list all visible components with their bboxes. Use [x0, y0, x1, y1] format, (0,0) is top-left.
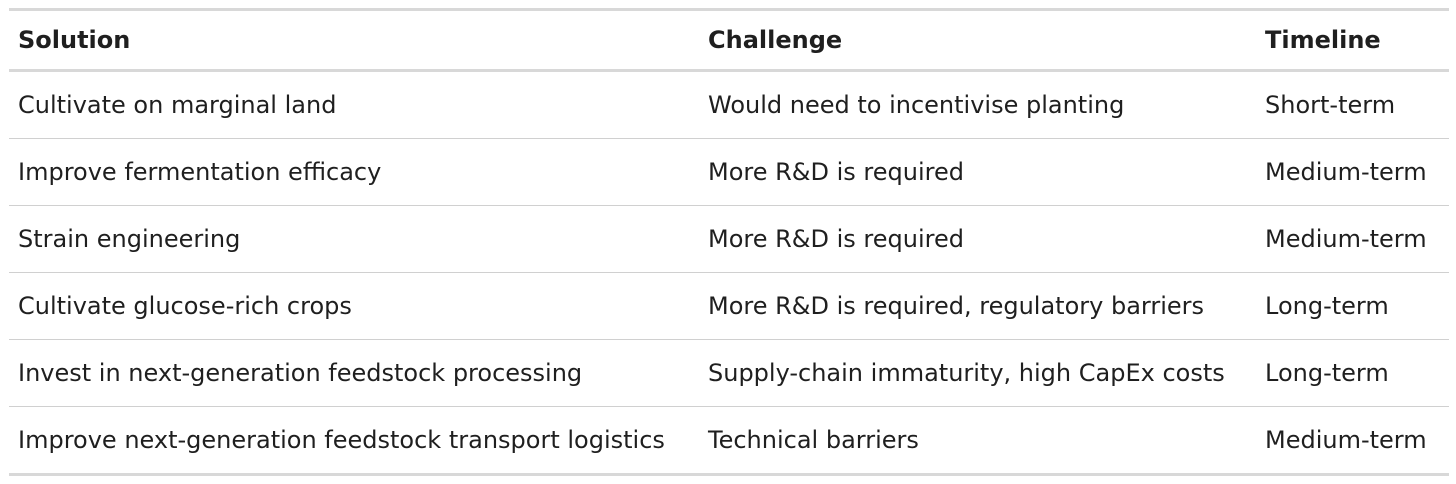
- cell-challenge: Supply-chain immaturity, high CapEx cost…: [708, 359, 1225, 387]
- cell-challenge: Technical barriers: [708, 426, 919, 454]
- cell-challenge: More R&D is required, regulatory barrier…: [708, 292, 1205, 320]
- cell-timeline: Long-term: [1265, 292, 1389, 320]
- header-row: Solution Challenge Timeline: [9, 9, 1449, 71]
- cell-solution: Invest in next-generation feedstock proc…: [18, 359, 583, 387]
- table-row: Strain engineering More R&D is required …: [9, 206, 1449, 273]
- solutions-table-container: Solution Challenge Timeline Cultivate on…: [9, 8, 1449, 476]
- cell-solution: Improve next-generation feedstock transp…: [18, 426, 665, 454]
- cell-timeline: Medium-term: [1265, 426, 1427, 454]
- cell-solution: Strain engineering: [18, 225, 241, 253]
- header-timeline: Timeline: [1265, 26, 1381, 54]
- cell-timeline: Medium-term: [1265, 225, 1427, 253]
- cell-challenge: More R&D is required: [708, 158, 964, 186]
- table-row: Cultivate glucose-rich crops More R&D is…: [9, 273, 1449, 340]
- cell-challenge: More R&D is required: [708, 225, 964, 253]
- cell-challenge: Would need to incentivise planting: [708, 91, 1125, 119]
- table-row: Cultivate on marginal land Would need to…: [9, 71, 1449, 139]
- solutions-table: Solution Challenge Timeline Cultivate on…: [9, 8, 1449, 476]
- table-row: Improve next-generation feedstock transp…: [9, 407, 1449, 475]
- table-row: Improve fermentation efficacy More R&D i…: [9, 139, 1449, 206]
- table-body: Cultivate on marginal land Would need to…: [9, 71, 1449, 475]
- header-solution: Solution: [18, 26, 131, 54]
- table-header: Solution Challenge Timeline: [9, 9, 1449, 71]
- cell-timeline: Short-term: [1265, 91, 1396, 119]
- cell-timeline: Long-term: [1265, 359, 1389, 387]
- cell-solution: Improve fermentation efficacy: [18, 158, 382, 186]
- table-row: Invest in next-generation feedstock proc…: [9, 340, 1449, 407]
- cell-timeline: Medium-term: [1265, 158, 1427, 186]
- cell-solution: Cultivate on marginal land: [18, 91, 337, 119]
- header-challenge: Challenge: [708, 26, 843, 54]
- cell-solution: Cultivate glucose-rich crops: [18, 292, 352, 320]
